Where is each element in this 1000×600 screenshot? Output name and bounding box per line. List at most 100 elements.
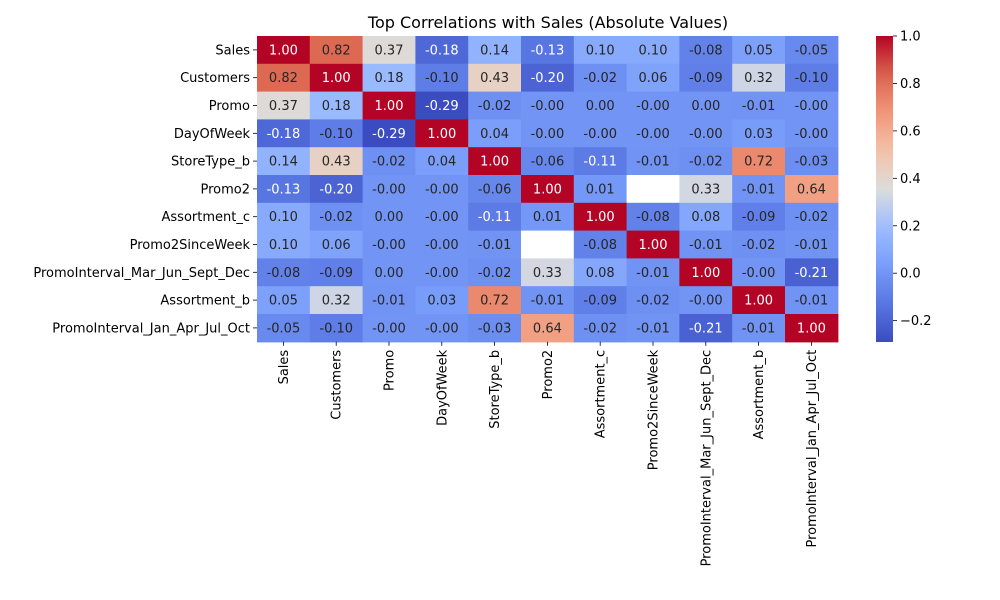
heatmap-cell-value: -0.06: [478, 182, 512, 197]
heatmap-cell: [415, 63, 469, 93]
heatmap-cell: [573, 175, 628, 204]
column-tick-label: PromoInterval_Mar_Jun_Sept_Dec: [699, 350, 714, 567]
heatmap-cell: [415, 230, 469, 259]
heatmap-cell: [468, 119, 522, 148]
heatmap-cell-value: -0.00: [372, 238, 406, 253]
heatmap-cell-value: 0.00: [375, 266, 404, 281]
heatmap-cell: [521, 314, 575, 343]
heatmap-cell-value: 0.01: [533, 210, 562, 225]
heatmap-cell-value: 1.00: [691, 266, 720, 281]
heatmap-cell-value: 0.00: [691, 99, 720, 114]
heatmap-cell: [626, 314, 680, 343]
heatmap-cell: [679, 314, 733, 343]
heatmap-cell-value: -0.02: [795, 210, 829, 225]
row-tick-label: PromoInterval_Jan_Apr_Jul_Oct: [52, 321, 250, 336]
heatmap-cell-value: 1.00: [639, 238, 668, 253]
heatmap-cell: [468, 314, 522, 343]
heatmap-cell-value: -0.08: [689, 43, 723, 58]
colorbar-gradient: [876, 36, 893, 342]
heatmap-cell-value: -0.00: [425, 182, 459, 197]
heatmap-cell-value: -0.05: [267, 321, 301, 336]
heatmap-cell: [362, 91, 416, 120]
heatmap-cell-value: 0.18: [322, 99, 351, 114]
heatmap-cell-value: -0.13: [267, 182, 301, 197]
heatmap-cell-value: -0.02: [478, 99, 512, 114]
colorbar-tick-label: 0.6: [900, 124, 921, 139]
heatmap-cell: [679, 36, 733, 65]
heatmap-cell-value: 0.14: [269, 155, 298, 170]
heatmap-cell: [785, 119, 839, 148]
heatmap-cell-value: -0.01: [531, 294, 565, 309]
chart-title: Top Correlations with Sales (Absolute Va…: [367, 13, 728, 32]
heatmap-cell-value: 0.72: [744, 155, 773, 170]
heatmap-cell: [415, 147, 469, 176]
heatmap-cell: [415, 119, 469, 148]
heatmap-cell: [468, 258, 522, 287]
heatmap-cell: [415, 258, 469, 287]
heatmap-cell: [626, 119, 680, 148]
heatmap-cell: [679, 258, 733, 287]
heatmap-cell: [468, 175, 522, 204]
heatmap-cell: [679, 63, 733, 93]
heatmap-cell-value: -0.05: [795, 43, 829, 58]
heatmap-cell: [679, 286, 733, 315]
heatmap-cell: [732, 119, 786, 148]
heatmap-cell: [362, 286, 416, 315]
heatmap-cell-value: -0.00: [531, 99, 565, 114]
heatmap-cell-value: 0.82: [322, 43, 351, 58]
heatmap-cell: [362, 119, 416, 148]
heatmap-annotations: 1.00 0.82 0.37 -0.18 0.14 -0.13 0.10 0.10 -0.08 0…: [267, 43, 829, 336]
heatmap-cell: [309, 175, 364, 204]
heatmap-cell-value: -0.02: [742, 238, 776, 253]
heatmap-cell: [679, 91, 733, 120]
heatmap-cell: [468, 202, 522, 232]
heatmap-cell-value: 1.00: [480, 155, 509, 170]
heatmap-cell-value: -0.01: [795, 294, 829, 309]
heatmap-cell: [362, 314, 416, 343]
heatmap-cell-value: 0.00: [375, 210, 404, 225]
column-tick-label: Promo2: [541, 350, 556, 400]
heatmap-cell: [521, 119, 575, 148]
row-tick-label: Promo2: [200, 182, 250, 197]
heatmap-cell: [732, 258, 786, 287]
heatmap-cell-value: 0.03: [744, 127, 773, 142]
heatmap-cell: [257, 91, 311, 120]
heatmap-cell: [309, 258, 364, 287]
heatmap-cell-value: 1.00: [427, 127, 456, 142]
heatmap-cell-value: 0.04: [427, 155, 456, 170]
heatmap-cell: [573, 314, 628, 343]
heatmap-cell: [785, 175, 839, 204]
heatmap-cell-value: -0.00: [636, 127, 670, 142]
heatmap-cell-value: 1.00: [797, 321, 826, 336]
heatmap-cell-value: 0.06: [322, 238, 351, 253]
heatmap-cell-value: 0.04: [480, 127, 509, 142]
row-tick-label: Sales: [215, 43, 250, 58]
column-tick-label: Assortment_c: [594, 350, 609, 438]
heatmap-cell-value: -0.00: [372, 321, 406, 336]
column-tick-label: Customers: [330, 350, 345, 420]
heatmap-cell: [679, 230, 733, 259]
heatmap-cell-value: -0.03: [795, 155, 829, 170]
heatmap-cell: [415, 286, 469, 315]
heatmap-cell: [626, 36, 680, 65]
heatmap-cell: [785, 63, 839, 93]
row-tick-label: PromoInterval_Mar_Jun_Sept_Dec: [33, 266, 250, 281]
heatmap-cell: [732, 175, 786, 204]
heatmap-cell: [362, 175, 416, 204]
heatmap-cell: [573, 91, 628, 120]
heatmap-cell: [573, 147, 628, 176]
heatmap-cell-value: 0.43: [322, 155, 351, 170]
heatmap-cell: [521, 91, 575, 120]
heatmap-cell-value: -0.18: [267, 127, 301, 142]
heatmap-cell-value: 0.03: [427, 294, 456, 309]
heatmap-cell-value: -0.02: [372, 155, 406, 170]
heatmap-cell-value: 1.00: [533, 182, 562, 197]
heatmap-cell-value: -0.00: [636, 99, 670, 114]
heatmap-cell-value: -0.09: [583, 294, 617, 309]
row-tick-label: Promo2SinceWeek: [130, 238, 251, 253]
heatmap-cell-value: 1.00: [322, 71, 351, 86]
heatmap-cell: [626, 286, 680, 315]
heatmap-cell-value: 0.33: [533, 266, 562, 281]
heatmap-cell-value: 0.10: [639, 43, 668, 58]
heatmap-cell: [785, 286, 839, 315]
